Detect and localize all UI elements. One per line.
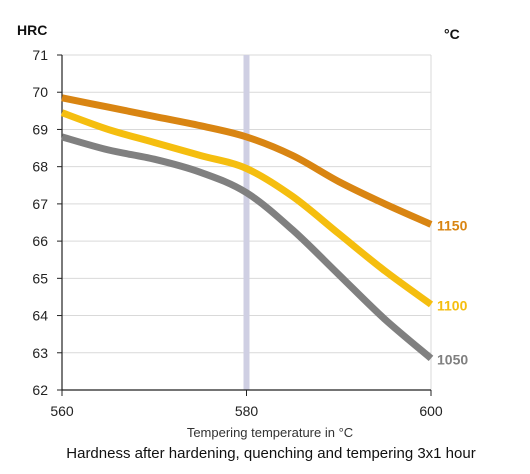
labels: 62 63 64 65 66 67 68 69 70 71 560 580 600 1150 1100 105… xyxy=(32,47,468,419)
y-axis-title: HRC xyxy=(17,22,47,38)
series-unit-label: °C xyxy=(444,26,460,42)
series-line-1150 xyxy=(61,94,433,228)
x-tick-label-600: 600 xyxy=(419,403,443,419)
x-tick-label-580: 580 xyxy=(235,403,259,419)
y-tick-label-65: 65 xyxy=(32,270,48,286)
x-axis-title: Tempering temperature in °C xyxy=(187,425,353,440)
y-tick-label-64: 64 xyxy=(32,308,48,324)
y-tick-label-63: 63 xyxy=(32,345,48,361)
y-tick-label-69: 69 xyxy=(32,121,48,137)
highlight-band-580 xyxy=(243,55,250,390)
series-line-1050 xyxy=(61,133,434,362)
y-tick-label-67: 67 xyxy=(32,196,48,212)
series-label-1050: 1050 xyxy=(437,351,468,367)
y-tick-label-62: 62 xyxy=(32,382,48,398)
series-label-1150: 1150 xyxy=(437,217,468,233)
y-tick-label-66: 66 xyxy=(32,233,48,249)
series-label-1100: 1100 xyxy=(437,297,468,313)
y-tick-label-68: 68 xyxy=(32,159,48,175)
series-lines xyxy=(60,94,434,362)
x-tick-label-560: 560 xyxy=(50,403,74,419)
y-tick-label-71: 71 xyxy=(32,47,48,63)
axes xyxy=(57,54,432,396)
y-tick-label-70: 70 xyxy=(32,84,48,100)
series-line-1100 xyxy=(60,109,434,308)
chart-caption: Hardness after hardening, quenching and … xyxy=(66,445,475,462)
highlight-band xyxy=(243,55,250,390)
